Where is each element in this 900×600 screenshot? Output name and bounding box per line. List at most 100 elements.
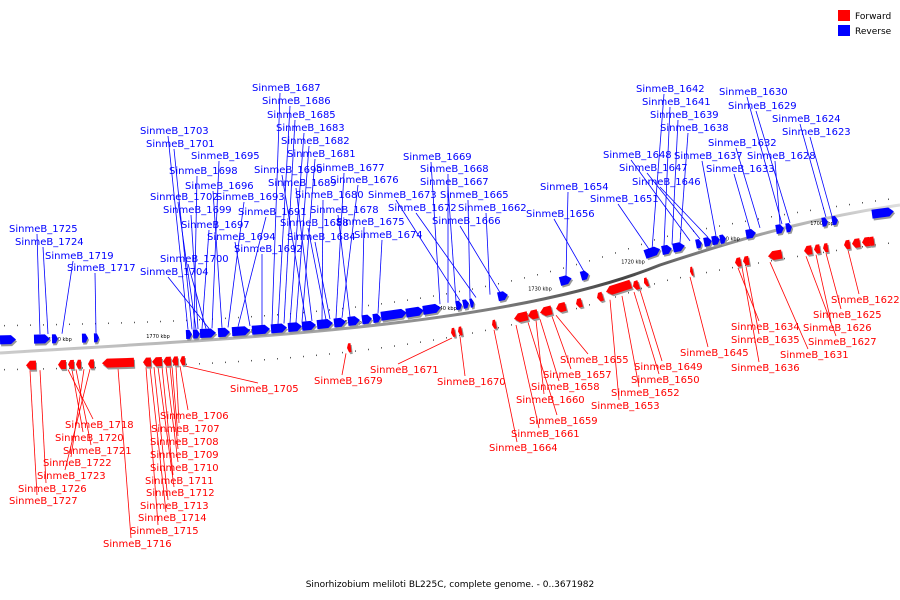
gene-label[interactable]: SinmeB_1714 — [138, 513, 207, 524]
gene-label[interactable]: SinmeB_1696 — [185, 181, 254, 192]
forward-gene[interactable] — [734, 257, 744, 269]
reverse-gene[interactable] — [347, 315, 362, 328]
forward-gene[interactable] — [596, 291, 606, 305]
gene-label[interactable]: SinmeB_1712 — [146, 488, 215, 499]
gene-label[interactable]: SinmeB_1655 — [560, 355, 629, 366]
gene-label[interactable]: SinmeB_1653 — [591, 401, 660, 412]
gene-label[interactable]: SinmeB_1671 — [370, 365, 439, 376]
gene-label[interactable]: SinmeB_1716 — [103, 539, 172, 550]
gene-label[interactable]: SinmeB_1688 — [280, 218, 349, 229]
reverse-gene[interactable] — [51, 334, 60, 346]
gene-label[interactable]: SinmeB_1703 — [140, 126, 209, 137]
reverse-gene[interactable] — [455, 300, 464, 312]
gene-label[interactable]: SinmeB_1638 — [660, 123, 729, 134]
gene-label[interactable]: SinmeB_1719 — [45, 251, 114, 262]
gene-label[interactable]: SinmeB_1704 — [140, 267, 209, 278]
gene-label[interactable]: SinmeB_1687 — [252, 83, 321, 94]
reverse-gene[interactable] — [372, 313, 383, 325]
gene-label[interactable]: SinmeB_1639 — [650, 110, 719, 121]
gene-label[interactable]: SinmeB_1662 — [458, 203, 527, 214]
reverse-gene[interactable] — [287, 322, 304, 334]
reverse-gene[interactable] — [422, 303, 443, 317]
gene-label[interactable]: SinmeB_1707 — [151, 424, 220, 435]
forward-gene[interactable] — [491, 319, 499, 331]
reverse-gene[interactable] — [33, 334, 52, 346]
gene-label[interactable]: SinmeB_1659 — [529, 416, 598, 427]
reverse-gene[interactable] — [703, 236, 714, 249]
reverse-gene[interactable] — [333, 317, 348, 330]
gene-label[interactable]: SinmeB_1637 — [674, 151, 743, 162]
gene-label[interactable]: SinmeB_1635 — [731, 335, 800, 346]
gene-label[interactable]: SinmeB_1686 — [262, 96, 331, 107]
forward-gene[interactable] — [346, 343, 353, 355]
gene-label[interactable]: SinmeB_1724 — [15, 237, 84, 248]
gene-label[interactable]: SinmeB_1634 — [731, 322, 800, 333]
forward-gene[interactable] — [851, 238, 862, 250]
reverse-gene[interactable] — [217, 327, 232, 340]
reverse-gene[interactable] — [231, 326, 252, 339]
gene-label[interactable]: SinmeB_1683 — [276, 123, 345, 134]
gene-label[interactable]: SinmeB_1665 — [440, 190, 509, 201]
forward-gene[interactable] — [102, 357, 136, 370]
gene-label[interactable]: SinmeB_1624 — [772, 114, 841, 125]
gene-label[interactable]: SinmeB_1660 — [516, 395, 585, 406]
forward-gene[interactable] — [88, 359, 96, 371]
gene-label[interactable]: SinmeB_1648 — [603, 150, 672, 161]
gene-label[interactable]: SinmeB_1705 — [230, 384, 299, 395]
forward-gene[interactable] — [605, 279, 634, 298]
reverse-gene[interactable] — [405, 306, 426, 320]
forward-gene[interactable] — [172, 356, 180, 368]
gene-label[interactable]: SinmeB_1642 — [636, 84, 705, 95]
gene-label[interactable]: SinmeB_1668 — [420, 164, 489, 175]
gene-label[interactable]: SinmeB_1676 — [330, 175, 399, 186]
reverse-gene[interactable] — [871, 207, 896, 221]
reverse-gene[interactable] — [785, 222, 794, 235]
reverse-gene[interactable] — [301, 320, 318, 333]
reverse-gene[interactable] — [270, 323, 289, 336]
gene-label[interactable]: SinmeB_1632 — [708, 138, 777, 149]
gene-label[interactable]: SinmeB_1673 — [368, 190, 437, 201]
gene-label[interactable]: SinmeB_1630 — [719, 87, 788, 98]
gene-label[interactable]: SinmeB_1667 — [420, 177, 489, 188]
gene-label[interactable]: SinmeB_1633 — [706, 164, 775, 175]
gene-label[interactable]: SinmeB_1689 — [268, 178, 337, 189]
gene-label[interactable]: SinmeB_1711 — [145, 476, 214, 487]
gene-label[interactable]: SinmeB_1726 — [18, 484, 87, 495]
gene-label[interactable]: SinmeB_1722 — [43, 458, 112, 469]
reverse-gene[interactable] — [643, 245, 664, 261]
gene-label[interactable]: SinmeB_1629 — [728, 101, 797, 112]
reverse-gene[interactable] — [579, 269, 592, 283]
reverse-gene[interactable] — [719, 234, 728, 246]
reverse-gene[interactable] — [192, 329, 202, 341]
gene-label[interactable]: SinmeB_1636 — [731, 363, 800, 374]
forward-gene[interactable] — [58, 360, 68, 372]
gene-label[interactable]: SinmeB_1647 — [619, 163, 688, 174]
forward-gene[interactable] — [575, 297, 585, 310]
gene-label[interactable]: SinmeB_1627 — [808, 337, 877, 348]
gene-label[interactable]: SinmeB_1652 — [611, 388, 680, 399]
gene-label[interactable]: SinmeB_1701 — [146, 139, 215, 150]
reverse-gene[interactable] — [469, 298, 476, 310]
gene-label[interactable]: SinmeB_1697 — [181, 220, 250, 231]
reverse-gene[interactable] — [93, 333, 101, 345]
gene-label[interactable]: SinmeB_1646 — [632, 177, 701, 188]
gene-label[interactable]: SinmeB_1715 — [130, 526, 199, 537]
forward-gene[interactable] — [767, 249, 784, 262]
reverse-gene[interactable] — [380, 308, 409, 323]
forward-gene[interactable] — [822, 243, 830, 255]
gene-label[interactable]: SinmeB_1684 — [287, 232, 356, 243]
gene-label[interactable]: SinmeB_1650 — [631, 375, 700, 386]
gene-label[interactable]: SinmeB_1675 — [336, 217, 405, 228]
reverse-gene[interactable] — [775, 224, 786, 236]
gene-label[interactable]: SinmeB_1654 — [540, 182, 609, 193]
forward-gene[interactable] — [26, 360, 38, 372]
reverse-gene[interactable] — [821, 217, 830, 229]
forward-gene[interactable] — [742, 255, 752, 268]
gene-label[interactable]: SinmeB_1656 — [526, 209, 595, 220]
gene-label[interactable]: SinmeB_1681 — [287, 149, 356, 160]
forward-gene[interactable] — [143, 357, 153, 369]
reverse-gene[interactable] — [316, 318, 335, 332]
reverse-gene[interactable] — [199, 328, 218, 340]
forward-gene[interactable] — [163, 356, 173, 368]
gene-label[interactable]: SinmeB_1670 — [437, 377, 506, 388]
